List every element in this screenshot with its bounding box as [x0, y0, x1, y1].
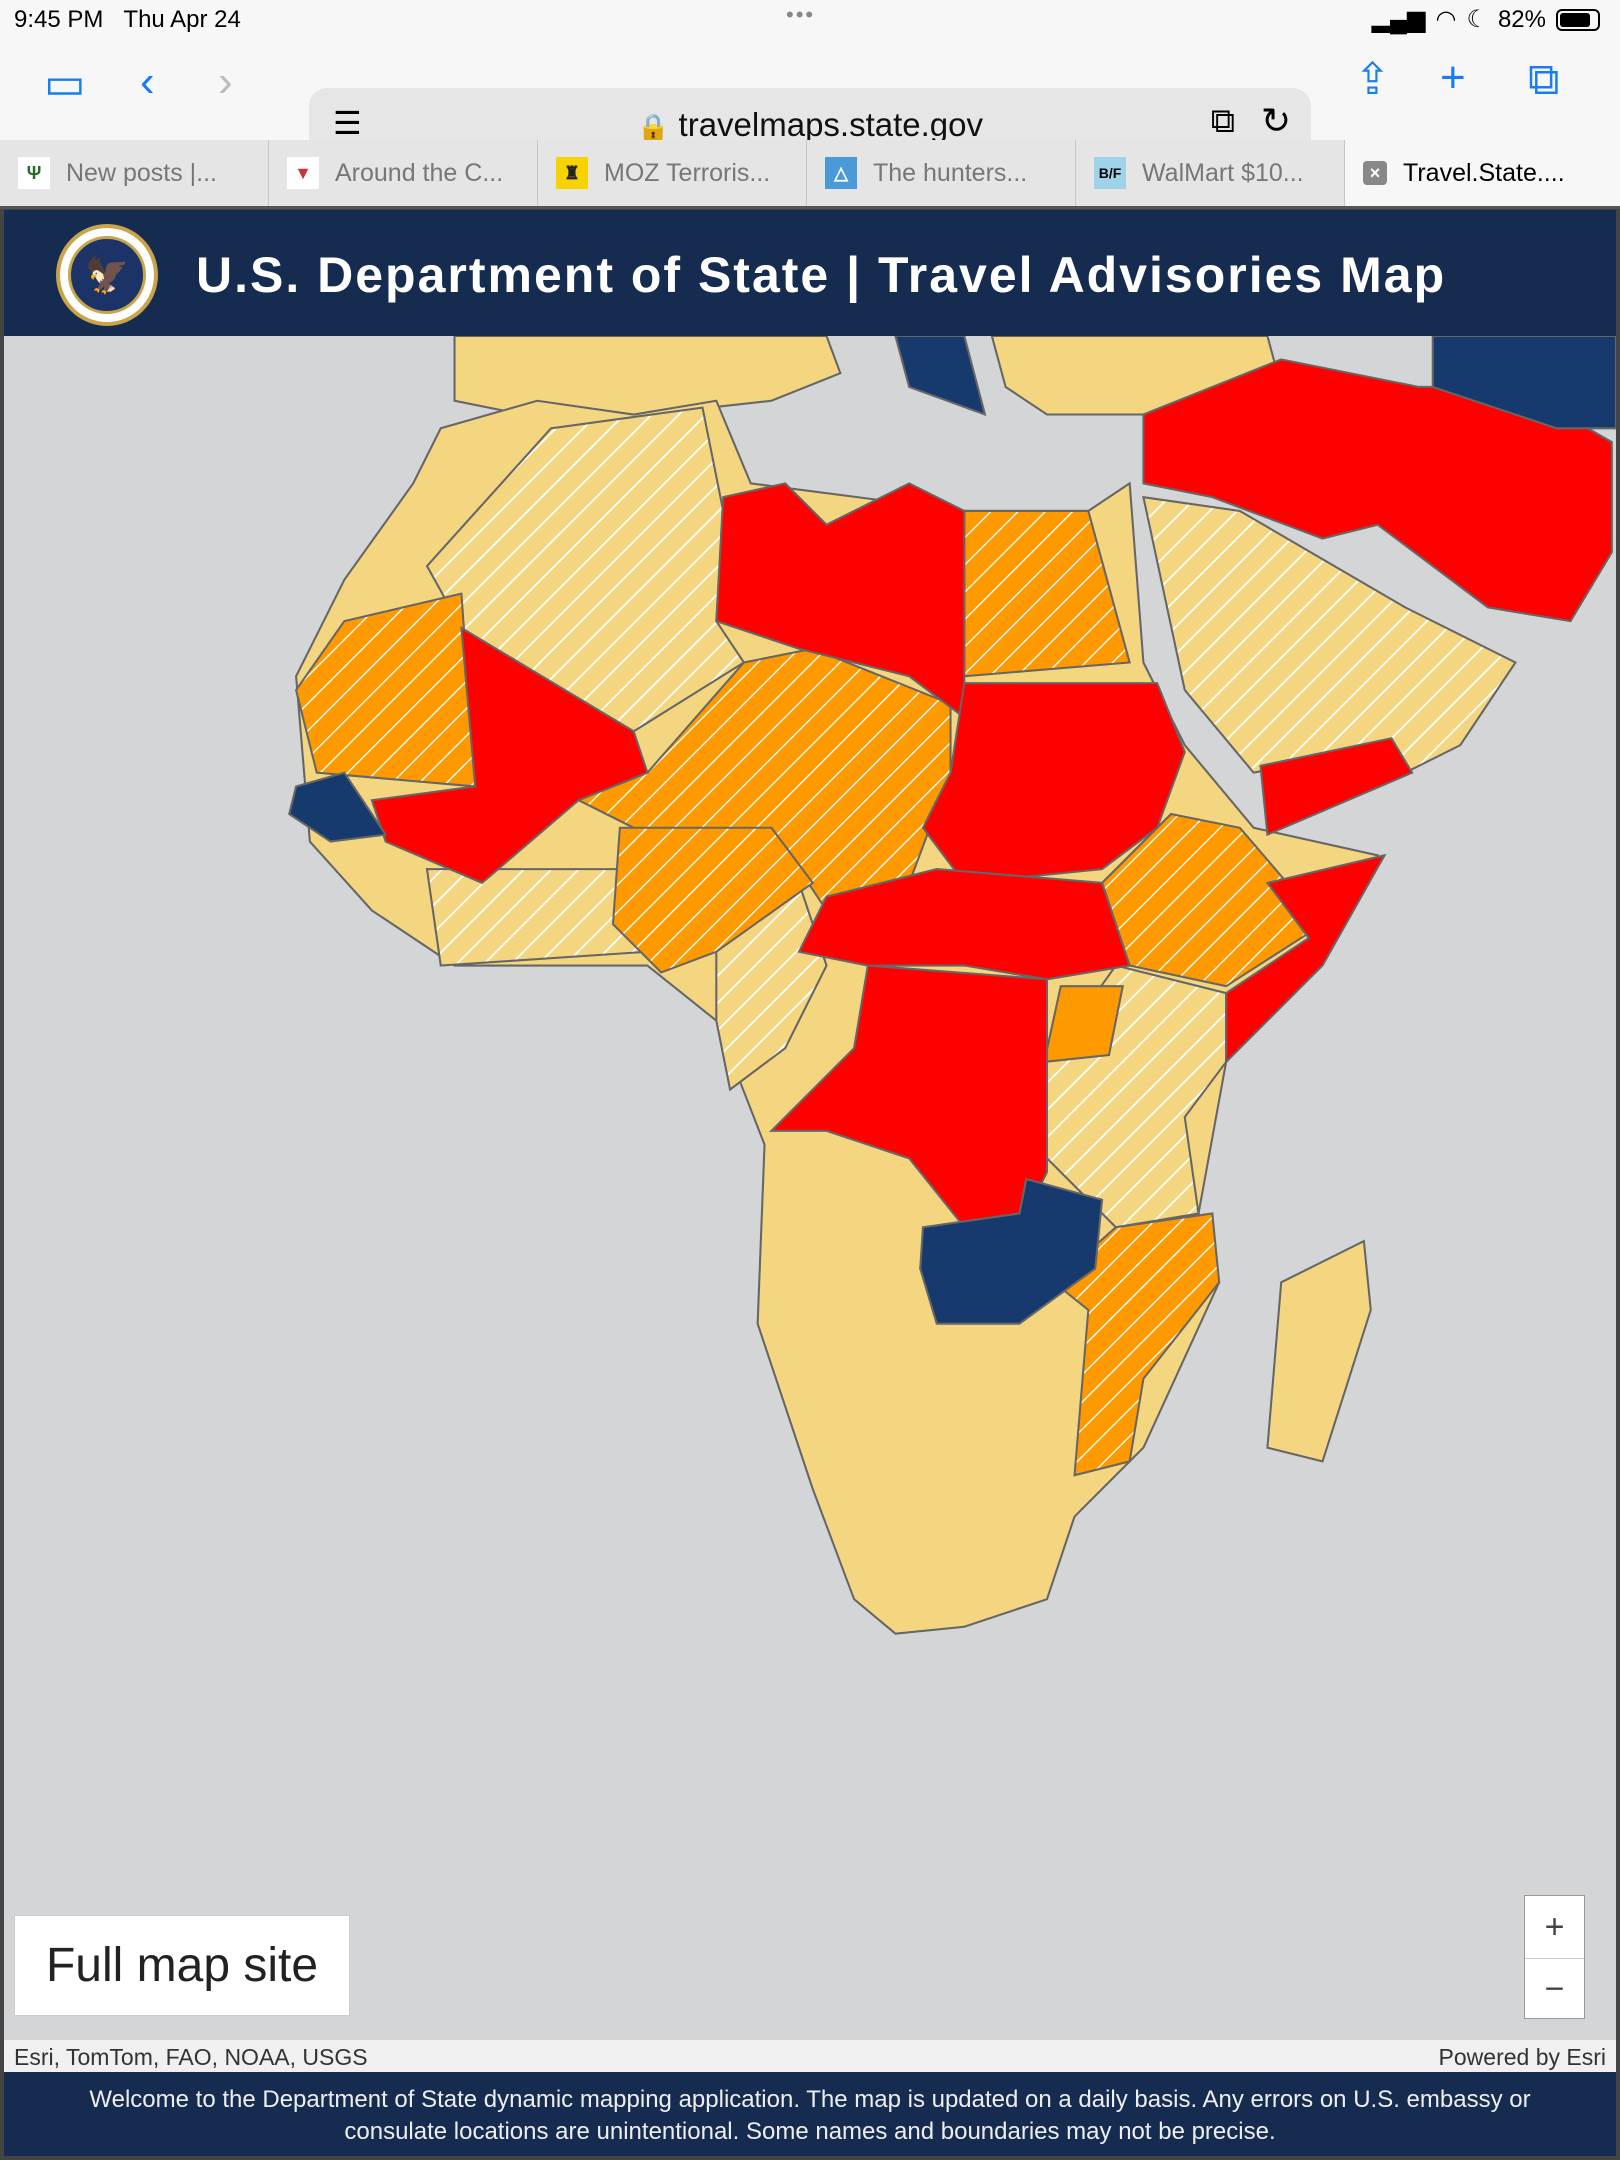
- url-text: travelmaps.state.gov: [678, 106, 984, 143]
- reload-icon[interactable]: ↻: [1260, 100, 1291, 141]
- app-header: 🦅 U.S. Department of State | Travel Advi…: [4, 210, 1616, 336]
- map-canvas[interactable]: [4, 336, 1616, 2040]
- mali: [370, 626, 649, 885]
- madagascar: [1266, 1239, 1372, 1463]
- tabs-overview-icon[interactable]: ⧉: [1528, 55, 1560, 104]
- battery-percent: 82%: [1497, 5, 1546, 33]
- tab-label: Travel.State....: [1403, 158, 1565, 187]
- favicon-icon: △: [825, 157, 857, 189]
- moon-icon: ☾: [1466, 6, 1488, 33]
- sudan: [921, 682, 1186, 884]
- tab-around[interactable]: ▼ Around the C...: [269, 140, 538, 206]
- zoom-in-button[interactable]: +: [1544, 1907, 1565, 1946]
- wifi-icon: ◠: [1435, 6, 1457, 33]
- tab-hunters[interactable]: △ The hunters...: [807, 140, 1076, 206]
- greece: [894, 336, 987, 417]
- zambia-zimbabwe: [919, 1177, 1104, 1325]
- somalia: [1225, 853, 1387, 1065]
- europe-region: [453, 336, 842, 416]
- page-menu-icon[interactable]: ☰: [333, 105, 362, 141]
- status-bar: 9:45 PM Thu Apr 24 ••• ▂▄▆ ◠ ☾ 82%: [0, 0, 1620, 40]
- browser-toolbar: ▭ ‹ › ☰ 🔒 travelmaps.state.gov ⧉ ↻ ⇪ + ⧉: [0, 40, 1620, 160]
- tab-label: Around the C...: [335, 158, 504, 187]
- favicon-icon: Ψ: [18, 157, 50, 189]
- tab-label: WalMart $10...: [1142, 158, 1304, 187]
- state-department-seal: 🦅: [56, 224, 158, 326]
- favicon-icon: B/F: [1094, 157, 1126, 189]
- tab-new-posts[interactable]: Ψ New posts |...: [0, 140, 269, 206]
- multitask-dots[interactable]: •••: [786, 2, 816, 27]
- page-title: U.S. Department of State | Travel Adviso…: [196, 247, 1447, 303]
- tab-bar: Ψ New posts |... ▼ Around the C... ♜ MOZ Te…: [0, 140, 1620, 206]
- status-right: ▂▄▆ ◠ ☾ 82%: [1372, 5, 1600, 34]
- back-button[interactable]: ‹: [140, 57, 155, 106]
- tab-label: The hunters...: [873, 158, 1028, 187]
- yemen: [1259, 737, 1414, 837]
- tab-label: MOZ Terroris...: [604, 158, 771, 187]
- battery-icon: [1556, 8, 1600, 31]
- status-time: 9:45 PM Thu Apr 24: [14, 6, 241, 33]
- tab-travel-state[interactable]: × Travel.State....: [1345, 140, 1620, 206]
- zoom-out-button[interactable]: −: [1525, 1958, 1584, 2020]
- extension-icon[interactable]: ⧉: [1210, 102, 1235, 140]
- new-tab-icon[interactable]: +: [1440, 53, 1466, 102]
- drc: [768, 964, 1049, 1229]
- favicon-icon: ♜: [556, 157, 588, 189]
- uganda: [1042, 985, 1125, 1064]
- attribution-sources: Esri, TomTom, FAO, NOAA, USGS: [14, 2044, 368, 2070]
- central-asia-blue: [1431, 336, 1616, 430]
- mauritania: [294, 592, 477, 788]
- tab-walmart[interactable]: B/F WalMart $10...: [1076, 140, 1345, 206]
- close-tab-icon[interactable]: ×: [1363, 161, 1387, 185]
- forward-button[interactable]: ›: [218, 57, 233, 106]
- full-map-site-button[interactable]: Full map site: [14, 1915, 350, 2016]
- tab-moz[interactable]: ♜ MOZ Terroris...: [538, 140, 807, 206]
- libya: [715, 482, 966, 720]
- powered-by-esri[interactable]: Powered by Esri: [1438, 2044, 1606, 2070]
- senegal: [288, 771, 388, 843]
- tab-label: New posts |...: [66, 158, 217, 187]
- nigeria: [611, 826, 815, 974]
- middle-east-red: [1142, 358, 1613, 623]
- lock-icon: 🔒: [636, 112, 670, 142]
- sidebar-icon[interactable]: ▭: [44, 59, 86, 108]
- signal-icon: ▂▄▆: [1371, 6, 1426, 33]
- favicon-icon: ▼: [287, 157, 319, 189]
- map-attribution: Esri, TomTom, FAO, NOAA, USGS Powered by…: [4, 2040, 1616, 2072]
- travel-advisory-map[interactable]: Full map site + −: [4, 336, 1616, 2040]
- arabia-region: [1142, 495, 1517, 774]
- zoom-controls: + −: [1524, 1895, 1585, 2019]
- footer-disclaimer: Welcome to the Department of State dynam…: [4, 2072, 1616, 2156]
- share-icon[interactable]: ⇪: [1354, 55, 1391, 104]
